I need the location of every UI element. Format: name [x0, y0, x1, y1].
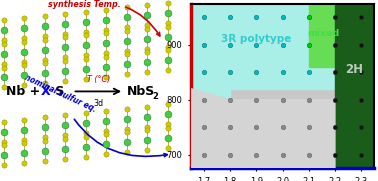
Text: 2H: 2H [345, 63, 364, 76]
Polygon shape [191, 89, 335, 168]
Polygon shape [335, 4, 374, 168]
Text: Nb +: Nb + [6, 85, 44, 98]
Text: 3d: 3d [93, 99, 103, 108]
Polygon shape [191, 89, 230, 105]
Text: 3R polytype: 3R polytype [221, 34, 291, 44]
Text: NbS: NbS [127, 85, 155, 98]
Text: S: S [51, 85, 64, 98]
Text: synthesis Temp.: synthesis Temp. [48, 0, 160, 36]
Text: 2: 2 [153, 92, 159, 101]
Text: X: X [41, 85, 51, 98]
Text: mixed: mixed [307, 29, 339, 38]
Text: T (°C): T (°C) [87, 75, 110, 84]
Polygon shape [309, 4, 335, 67]
Text: nominal sulfur eq.: nominal sulfur eq. [23, 73, 167, 157]
Polygon shape [191, 4, 335, 89]
